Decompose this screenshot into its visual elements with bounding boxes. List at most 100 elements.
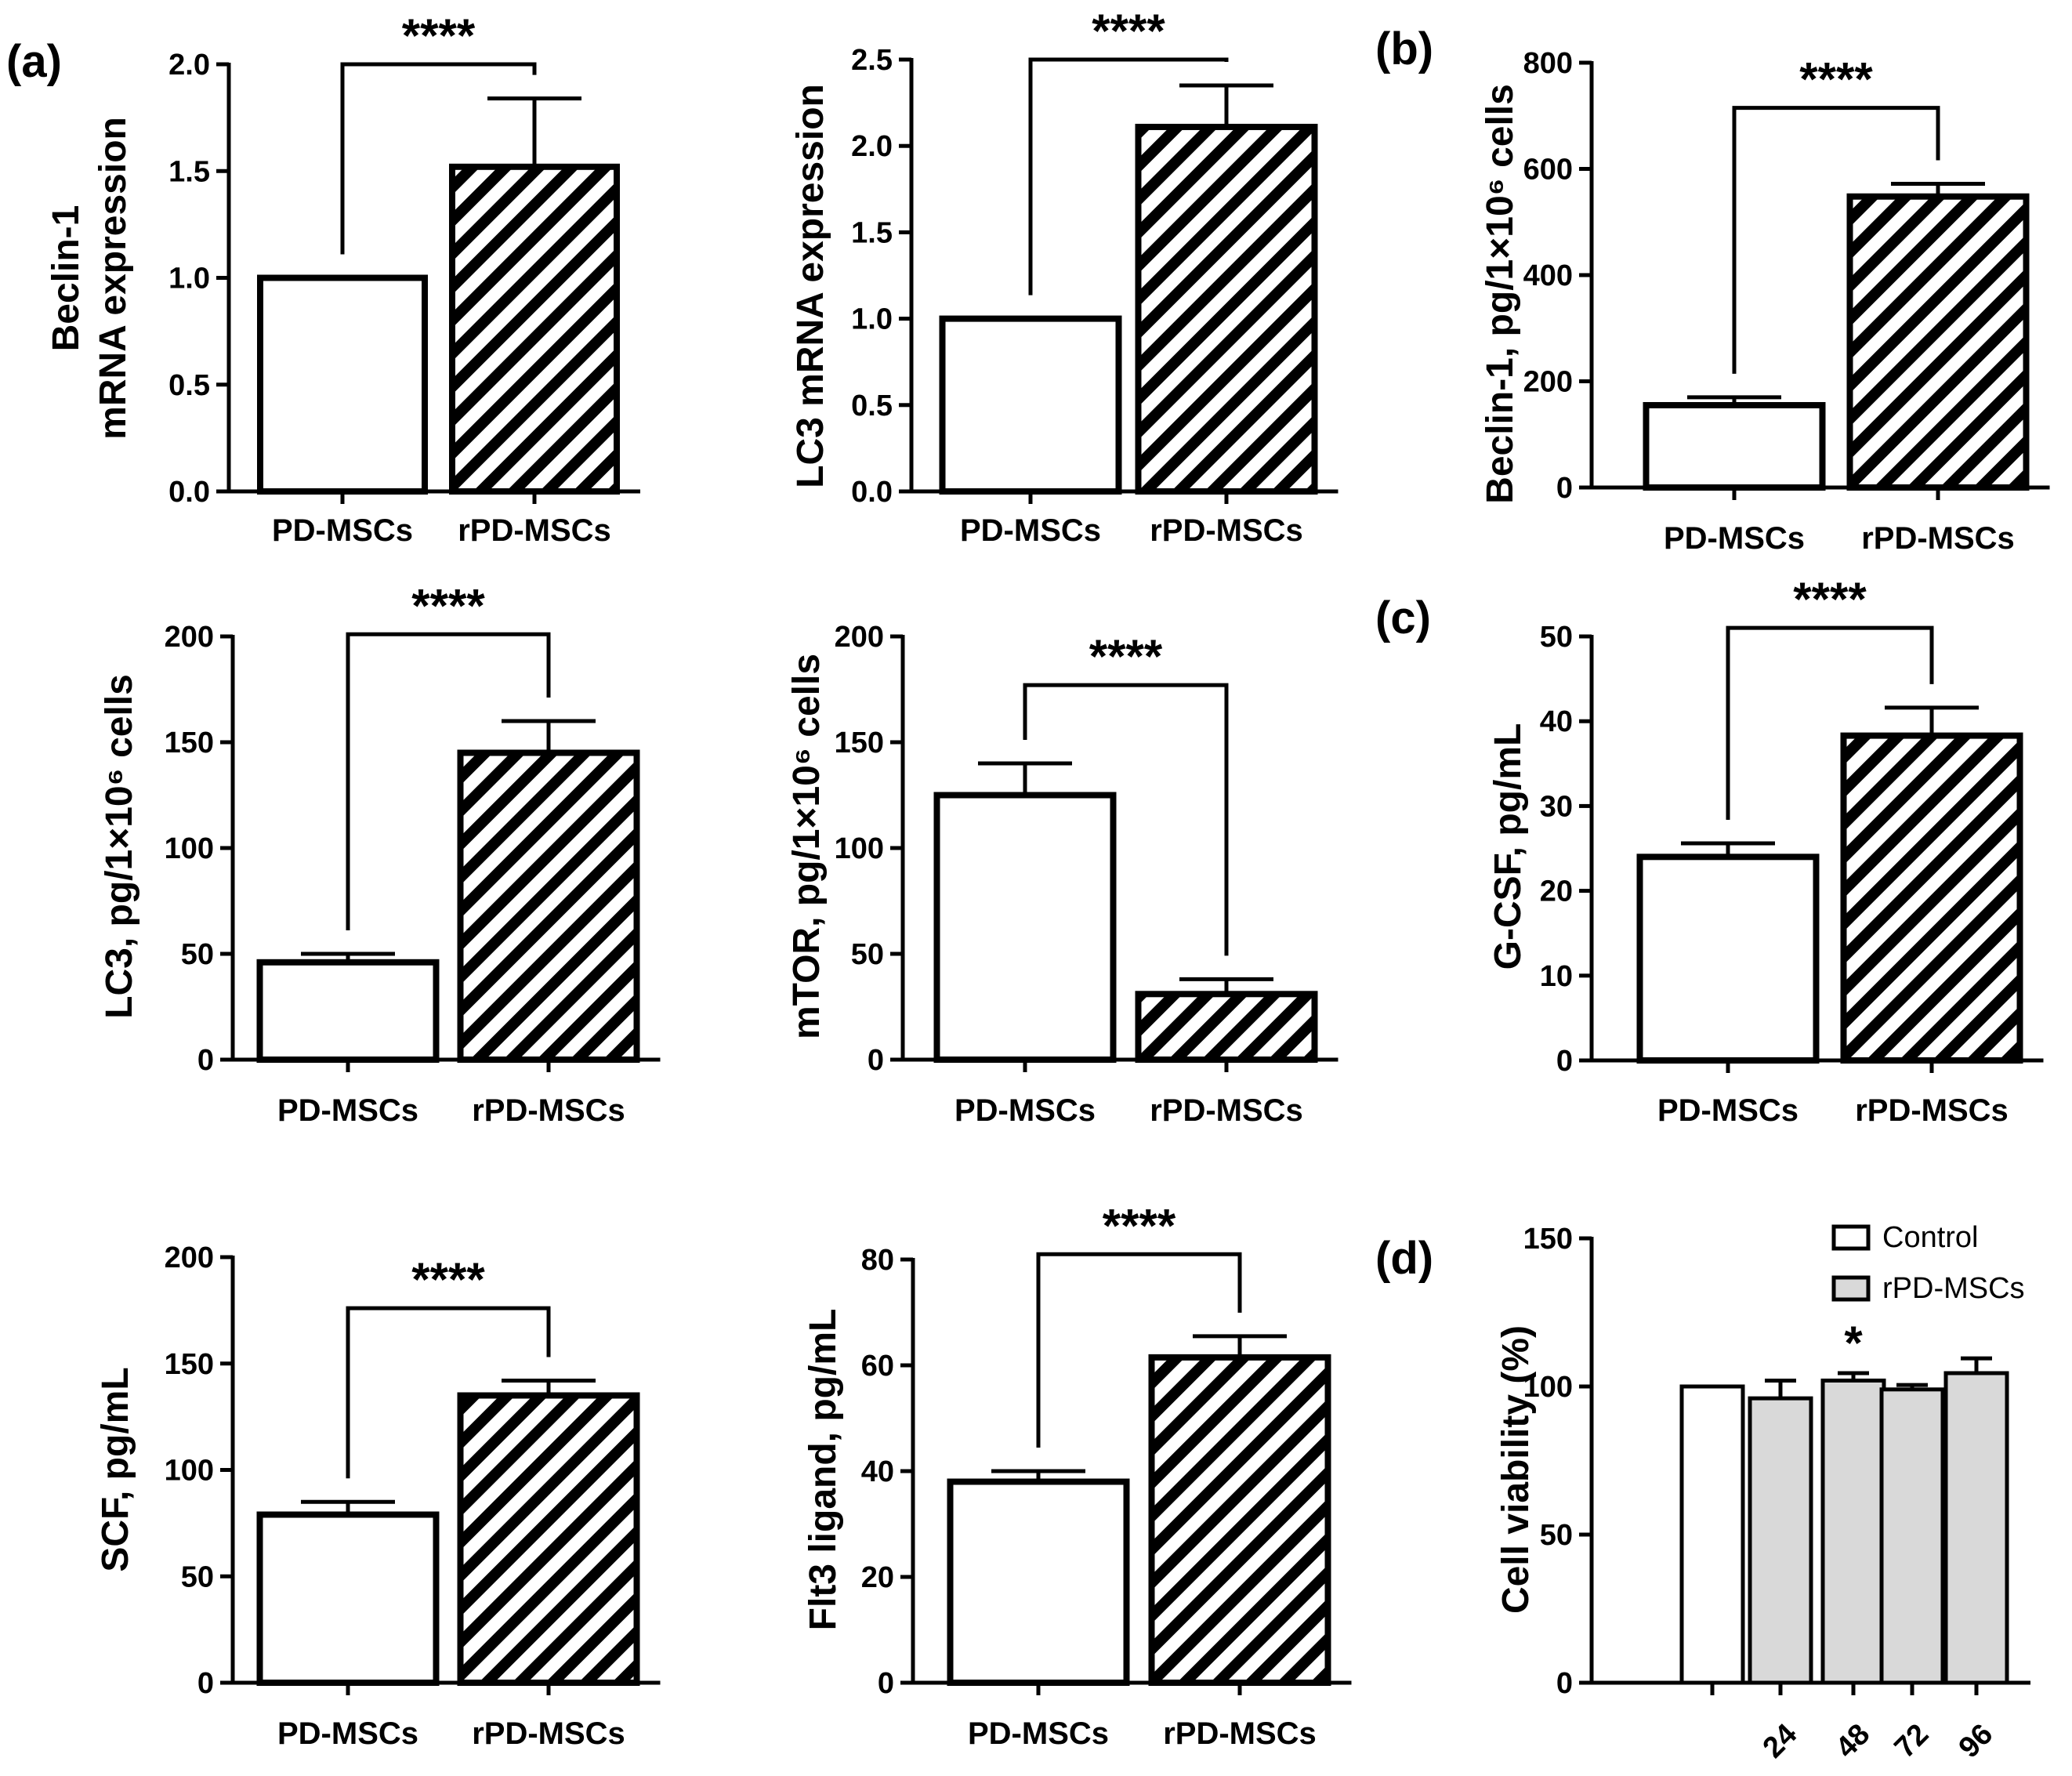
significance-stars: **** [1103,1199,1176,1252]
chart-flt3: 0 20 40 60 80 PD-MSCs rPD-MSCs **** Flt3 ligand,… [802,1199,1352,1751]
y-tick-label: 200 [165,1241,214,1274]
y-tick-label: 2.5 [851,44,893,77]
y-tick-label: 0 [1556,1045,1573,1078]
annotation-star: * [1844,1317,1863,1369]
y-tick-label: 0.5 [851,390,893,422]
x-category-label: rPD-MSCs [1150,1093,1303,1128]
significance-bracket [1726,625,1934,821]
bar-rpd-mscs [449,163,620,495]
panel-label-b: (b) [1375,24,1433,74]
significance-stars: **** [1799,53,1873,106]
chart-lc3-mrna: 0.0 0.5 1.0 1.5 2.0 2.5 PD-MSCs rPD-MSCs **** LC3… [790,5,1338,548]
y-tick-label: 40 [1540,705,1573,738]
y-tick-label: 0 [868,1044,884,1077]
significance-bracket [1036,1252,1242,1448]
y-tick-label: 10 [1540,960,1573,993]
y-tick-label: 400 [1523,259,1573,292]
panel-label-c: (c) [1375,593,1431,643]
bar-pd-mscs [939,315,1122,495]
bar-72 [1879,1387,1945,1685]
chart-beclin1-mrna: 0.0 0.5 1.0 1.5 2.0 PD-MSCs rPD-MSCs **** Beclin… [45,9,640,548]
y-tick-label: 50 [1540,621,1573,654]
y-tick-label: 200 [165,621,214,654]
bar-rpd-mscs [1135,991,1318,1064]
significance-stars: **** [1092,5,1165,57]
y-axis-label: Cell viability (%) [1495,1325,1537,1614]
bar-pd-mscs [257,274,428,495]
significance-bracket [346,632,551,930]
bar-rpd-mscs [1840,732,2023,1064]
significance-bracket [1028,57,1229,295]
chart-mtor-protein: 0 50 100 150 200 PD-MSCs rPD-MSCs **** mTOR, pg/… [786,621,1338,1128]
y-tick-label: 800 [1523,47,1573,80]
y-tick-label: 100 [835,832,884,865]
x-tick-label: 96 [1953,1718,2000,1765]
significance-stars: **** [1793,573,1867,625]
x-tick-label: 72 [1889,1718,1936,1765]
x-category-label: PD-MSCs [960,513,1101,548]
x-category-label: rPD-MSCs [472,1093,625,1128]
significance-bracket [346,1306,551,1479]
bar-48 [1820,1378,1886,1685]
y-tick-label: 100 [1523,1371,1573,1404]
x-category-label: rPD-MSCs [1150,513,1303,548]
y-axis-label: SCF, pg/mL [95,1367,136,1571]
significance-stars: **** [411,1253,485,1306]
bar-pd-mscs [933,792,1117,1063]
bar-rpd-mscs [457,1392,640,1686]
significance-stars: **** [1089,630,1163,683]
chart-lc3-protein: 0 50 100 150 200 PD-MSCs rPD-MSCs **** LC3, pg/1… [99,579,661,1128]
y-tick-label: 1.5 [851,216,893,249]
y-tick-label: 50 [181,938,214,971]
y-tick-label: 100 [165,1455,214,1488]
y-tick-label: 150 [165,727,214,759]
y-tick-label: 50 [181,1560,214,1593]
y-tick-label: 0 [197,1667,214,1700]
y-tick-label: 150 [1523,1223,1573,1256]
panel-label-d: (d) [1375,1233,1433,1284]
y-tick-label: 0 [878,1667,894,1700]
y-tick-label: 50 [851,938,884,971]
significance-bracket [340,62,537,255]
y-tick-label: 1.0 [168,263,210,295]
bar-pd-mscs [1636,854,1820,1064]
x-category-label: PD-MSCs [277,1716,418,1751]
bar-24 [1748,1396,1813,1685]
x-category-label: PD-MSCs [968,1716,1109,1751]
x-category-label: rPD-MSCs [1163,1716,1317,1751]
y-tick-label: 20 [1540,875,1573,908]
y-tick-label: 150 [835,727,884,759]
bar-rpd-mscs [457,749,640,1063]
y-tick-label: 60 [861,1350,894,1383]
y-tick-label: 20 [861,1561,894,1594]
y-axis-label: G-CSF, pg/mL [1487,723,1529,970]
legend-label: rPD-MSCs [1882,1272,2025,1305]
y-tick-label: 2.0 [168,49,210,82]
bar-pd-mscs [947,1478,1130,1686]
y-axis-label: LC3 mRNA expression [790,84,831,488]
y-tick-label: 200 [1523,366,1573,399]
legend-swatch [1831,1224,1871,1251]
bar-pd-mscs [256,1511,440,1687]
legend-label: Control [1882,1221,1979,1254]
bar-rpd-mscs [1135,123,1318,495]
bar-rpd-mscs [1846,193,2030,491]
y-tick-label: 0 [1556,1667,1573,1700]
chart-gcsf: 0 10 20 30 40 50 PD-MSCs rPD-MSCs **** G-CSF, pg/… [1487,573,2044,1128]
y-tick-label: 0 [197,1044,214,1077]
bar-pd-mscs [256,959,440,1064]
y-axis-label: mRNA expression [92,117,134,440]
bar-pd-mscs [1643,401,1826,491]
y-tick-label: 200 [835,621,884,654]
y-tick-label: 2.0 [851,130,893,163]
significance-bracket [1732,106,1940,374]
significance-stars: **** [411,579,485,632]
significance-bracket [1023,683,1229,956]
x-tick-label: 24 [1757,1718,1804,1765]
chart-scf: 0 50 100 150 200 PD-MSCs rPD-MSCs **** SCF, pg/m… [95,1241,661,1751]
x-category-label: PD-MSCs [272,513,413,548]
y-tick-label: 1.0 [851,303,893,336]
x-category-label: PD-MSCs [1657,1093,1799,1128]
chart-viability: 0 50 100 150 24 48 72 96 * Cell viability (%) Cont… [1495,1221,2030,1764]
